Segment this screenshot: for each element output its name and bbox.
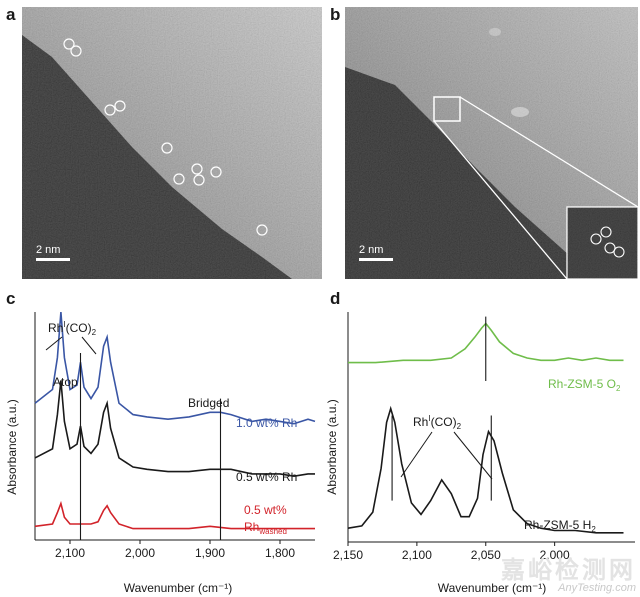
series-label-washed-prefix: 0.5 wt% <box>244 503 287 517</box>
marker-lines <box>79 353 222 540</box>
atom-marker <box>114 100 126 112</box>
series-line <box>34 311 316 425</box>
atom-marker <box>604 242 616 254</box>
panel-label-b: b <box>330 5 341 24</box>
x-axis-label: Wavenumber (cm⁻¹) <box>438 581 547 595</box>
ir-spectra-chart-d: 2,150 2,100 2,050 2,000 Absorbance (a.u.) W… <box>325 312 635 595</box>
atom-marker <box>210 166 222 178</box>
ir-spectra-chart-c: 2,100 2,000 1,900 1,800 Absorbance (a.u.) W… <box>5 311 316 595</box>
atom-marker <box>191 163 203 175</box>
series-label-washed: Rhwashed <box>244 520 287 536</box>
x-tick-label: 1,900 <box>195 546 225 560</box>
atom-marker <box>70 45 82 57</box>
annotation-atop: Atop <box>53 375 78 389</box>
micrograph-b: 2 nm <box>345 7 638 279</box>
scale-bar-line <box>359 258 393 261</box>
panel-label-a: a <box>6 5 16 24</box>
y-axis-label: Absorbance (a.u.) <box>5 399 19 494</box>
atom-marker <box>590 233 602 245</box>
atom-markers-b <box>590 226 625 258</box>
x-tick-label: 2,000 <box>125 546 155 560</box>
atom-marker <box>600 226 612 238</box>
atom-marker <box>173 173 185 185</box>
annotation-rh-co2: RhI(CO)2 <box>48 320 97 337</box>
y-axis-label: Absorbance (a.u.) <box>325 399 339 494</box>
scale-bar-b: 2 nm <box>359 245 393 261</box>
x-tick-label: 2,000 <box>540 548 570 562</box>
atom-markers-a <box>63 38 268 236</box>
scale-bar-label: 2 nm <box>36 244 61 256</box>
panel-label-c: c <box>6 289 16 308</box>
series-label-h2: Rh-ZSM-5 H2 <box>524 518 596 534</box>
series-line <box>347 405 624 534</box>
atom-marker <box>256 224 268 236</box>
scale-bar-label: 2 nm <box>359 244 384 256</box>
axes: 2,100 2,000 1,900 1,800 <box>34 312 315 560</box>
scale-bar-a: 2 nm <box>36 245 70 261</box>
annotation-rh-co2: RhI(CO)2 <box>413 414 462 431</box>
series-lines <box>347 322 624 534</box>
atom-marker <box>63 38 75 50</box>
series-label-05wt: 0.5 wt% Rh <box>236 470 297 484</box>
annotation-bridged: Bridged <box>188 396 229 410</box>
x-axis-label: Wavenumber (cm⁻¹) <box>124 581 233 595</box>
panel-label-d: d <box>330 289 341 308</box>
marker-lines <box>391 316 492 501</box>
watermark-url: AnyTesting.com <box>558 582 636 595</box>
atom-marker <box>613 246 625 258</box>
atom-marker <box>104 104 116 116</box>
series-label-o2: Rh-ZSM-5 O2 <box>548 377 621 393</box>
x-tick-label: 2,100 <box>55 546 85 560</box>
series-line <box>34 380 315 478</box>
x-tick-label: 1,800 <box>265 546 295 560</box>
series-label-1wt: 1.0 wt% Rh <box>236 416 297 430</box>
scale-bar-line <box>36 258 70 261</box>
x-tick-label: 2,150 <box>333 548 363 562</box>
zoom-box <box>433 96 461 122</box>
series-line <box>348 322 624 364</box>
x-tick-label: 2,050 <box>471 548 501 562</box>
series-lines <box>34 311 316 530</box>
series-line <box>34 500 315 530</box>
atom-marker <box>193 174 205 186</box>
micrograph-a: 2 nm <box>22 7 322 279</box>
x-tick-label: 2,100 <box>402 548 432 562</box>
axes: 2,150 2,100 2,050 2,000 <box>333 312 635 562</box>
atom-marker <box>161 142 173 154</box>
watermark: 嘉峪检测网 AnyTesting.com <box>501 558 636 595</box>
watermark-text: 嘉峪检测网 <box>501 557 636 585</box>
